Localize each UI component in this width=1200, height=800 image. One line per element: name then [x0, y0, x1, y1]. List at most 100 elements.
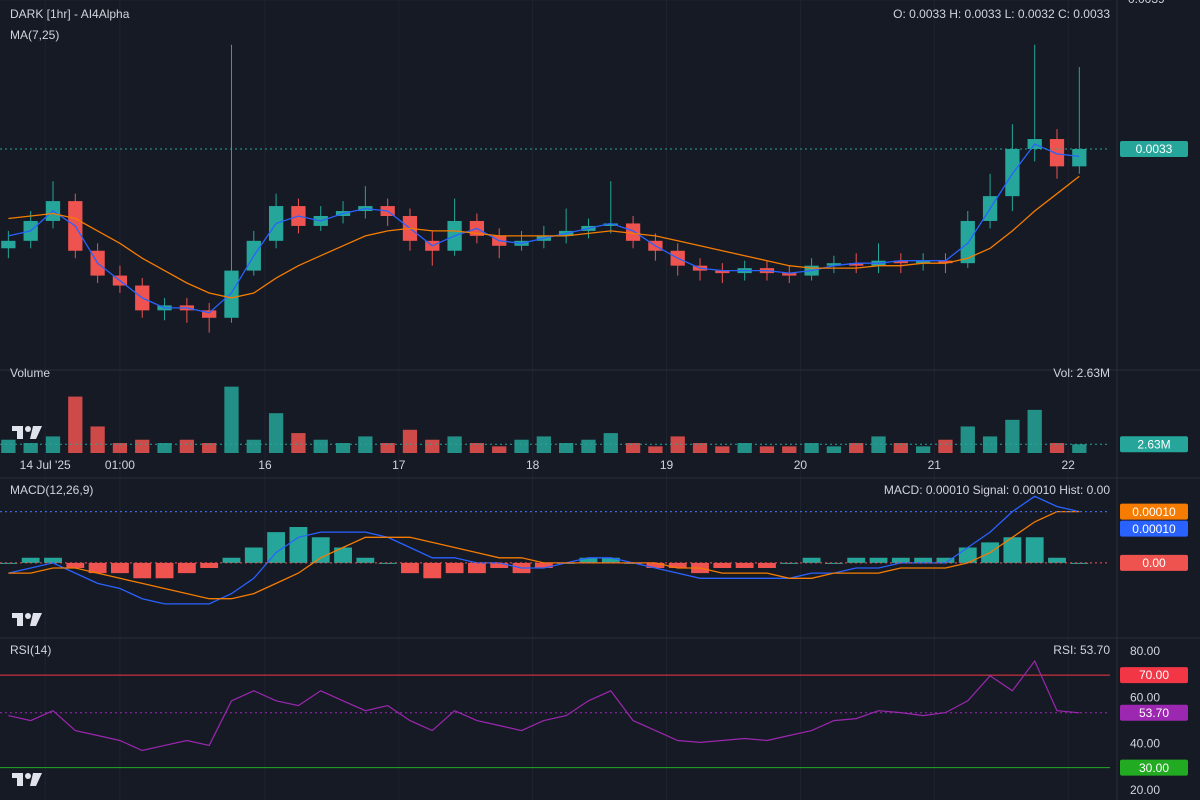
volume-bar [23, 443, 38, 453]
volume-bar [514, 439, 529, 453]
candle-body [826, 263, 842, 266]
x-tick-label: 17 [392, 458, 406, 472]
volume-bar [715, 446, 730, 453]
volume-bar [849, 443, 864, 453]
volume-bar [335, 443, 351, 453]
price-badge [1120, 140, 1188, 157]
histogram-bar [200, 562, 219, 569]
price-badge [1120, 759, 1188, 776]
histogram-bar [758, 562, 776, 569]
volume-bar [425, 439, 440, 453]
histogram-bar [534, 562, 553, 569]
y-tick-label: 60.00 [1130, 690, 1160, 704]
histogram-bar [1070, 562, 1089, 564]
volume-bar [224, 386, 239, 453]
price-badge-label: 0.00010 [1132, 505, 1176, 519]
candle-body [1072, 148, 1087, 167]
histogram-bar [222, 557, 241, 563]
price-badge-label: 70.00 [1139, 668, 1169, 682]
volume-bar [603, 433, 618, 453]
histogram-bar [334, 547, 352, 563]
histogram-bar [802, 557, 821, 563]
volume-bar [45, 436, 61, 453]
histogram-bar [891, 557, 910, 563]
volume-bar [1027, 409, 1042, 453]
x-tick-label: 21 [928, 458, 942, 472]
histogram-bar [267, 532, 286, 563]
volume-bar [157, 443, 172, 453]
histogram-bar [111, 562, 129, 574]
volume-bar [692, 443, 708, 453]
candle-body [782, 273, 797, 276]
volume-bar [670, 436, 685, 453]
histogram-bar [244, 547, 263, 563]
histogram-bar [378, 562, 397, 564]
candle-body [938, 260, 953, 264]
indicator-label: MA(7,25) [10, 28, 59, 42]
price-badge-label: 0.00 [1142, 556, 1166, 570]
moving-average [8, 175, 1080, 299]
volume-bar [804, 443, 819, 453]
tv-logo [12, 613, 42, 626]
y-tick-label: 40.00 [1130, 737, 1160, 751]
price-badge-label: 0.00010 [1132, 522, 1176, 536]
candle-body [916, 260, 931, 264]
candle-body [715, 270, 730, 274]
histogram-bar [445, 562, 464, 574]
candle-body [1, 240, 16, 249]
histogram-bar [289, 527, 308, 563]
x-tick-label: 01:00 [105, 458, 135, 472]
candle-body [224, 270, 239, 318]
histogram-bar [44, 557, 62, 563]
tv-logo [12, 426, 42, 439]
candle-body [202, 310, 217, 318]
panel-title: RSI(14) [10, 643, 51, 657]
histogram-bar [0, 562, 18, 564]
histogram-bar [423, 562, 442, 579]
volume-bar [960, 426, 975, 453]
volume-bar [737, 443, 752, 453]
histogram-bar [356, 557, 375, 563]
volume-bar [625, 443, 641, 453]
histogram-bar [88, 562, 107, 574]
panel-legend: RSI: 53.70 [1053, 643, 1110, 657]
histogram-bar [869, 557, 888, 563]
histogram-bar [713, 562, 732, 569]
volume-bar [447, 436, 462, 453]
price-badge [1120, 503, 1188, 520]
volume-bar [782, 446, 797, 453]
volume-bar [1005, 419, 1020, 453]
volume-bar [1072, 444, 1087, 453]
volume-bar [871, 436, 886, 453]
volume-bar [916, 446, 931, 453]
price-badge-label: 53.70 [1139, 706, 1169, 720]
volume-bar [202, 443, 217, 453]
candle-body [1049, 139, 1065, 167]
panel-legend: Vol: 2.63M [1053, 366, 1110, 380]
volume-bar [179, 439, 194, 453]
x-tick-label: 16 [258, 458, 272, 472]
candle-body [849, 263, 864, 266]
volume-bar [380, 443, 395, 453]
histogram-bar [1003, 537, 1022, 563]
volume-bar [246, 439, 261, 453]
histogram-bar [177, 562, 196, 574]
volume-bar [90, 426, 105, 453]
histogram-bar [847, 557, 866, 563]
volume-bar [135, 439, 150, 453]
histogram-bar [824, 562, 843, 564]
panel-legend: MACD: 0.00010 Signal: 0.00010 Hist: 0.00 [884, 483, 1110, 497]
volume-bar [759, 446, 775, 453]
histogram-bar [133, 562, 152, 579]
candle-body [960, 220, 975, 264]
y-tick-label: 0.0039 [1128, 0, 1165, 6]
volume-bar [536, 436, 551, 453]
volume-bar [826, 446, 842, 453]
volume-bar [469, 443, 485, 453]
x-tick-label: 14 Jul '25 [20, 458, 71, 472]
histogram-bar [601, 557, 620, 563]
volume-bar [492, 446, 507, 453]
histogram-bar [735, 562, 754, 569]
